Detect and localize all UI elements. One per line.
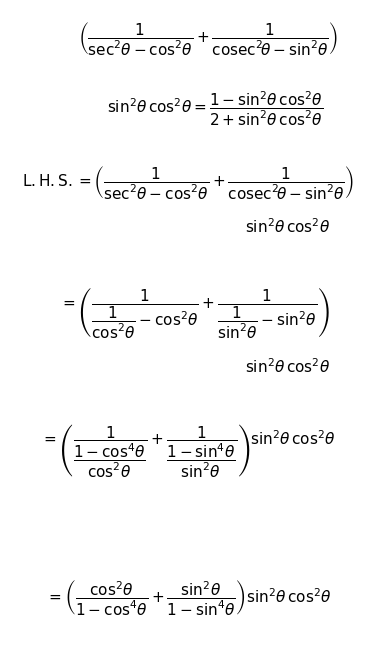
Text: $= \left(\dfrac{\cos^2\!\theta}{1-\cos^4\!\theta} + \dfrac{\sin^2\!\theta}{1-\si: $= \left(\dfrac{\cos^2\!\theta}{1-\cos^4…: [46, 578, 331, 617]
Text: $= \left(\dfrac{1}{\dfrac{1-\cos^4\!\theta}{\cos^2\!\theta}} + \dfrac{1}{\dfrac{: $= \left(\dfrac{1}{\dfrac{1-\cos^4\!\the…: [41, 422, 336, 479]
Text: $= \left(\dfrac{1}{\dfrac{1}{\cos^2\!\theta} - \cos^2\!\theta} + \dfrac{1}{\dfra: $= \left(\dfrac{1}{\dfrac{1}{\cos^2\!\th…: [60, 285, 330, 340]
Text: $\mathrm{L.H.S.} = \left(\dfrac{1}{\sec^2\!\theta - \cos^2\!\theta} + \dfrac{1}{: $\mathrm{L.H.S.} = \left(\dfrac{1}{\sec^…: [23, 163, 354, 200]
Text: $\sin^2\!\theta\,\cos^2\!\theta$: $\sin^2\!\theta\,\cos^2\!\theta$: [245, 357, 330, 376]
Text: $\left(\dfrac{1}{\sec^2\!\theta - \cos^2\!\theta} + \dfrac{1}{\mathrm{cosec}^2\!: $\left(\dfrac{1}{\sec^2\!\theta - \cos^2…: [78, 20, 338, 57]
Text: $\sin^2\!\theta\,\cos^2\!\theta = \dfrac{1 - \sin^2\!\theta\,\cos^2\!\theta}{2 +: $\sin^2\!\theta\,\cos^2\!\theta = \dfrac…: [107, 90, 323, 129]
Text: $\sin^2\!\theta\,\cos^2\!\theta$: $\sin^2\!\theta\,\cos^2\!\theta$: [245, 217, 330, 236]
